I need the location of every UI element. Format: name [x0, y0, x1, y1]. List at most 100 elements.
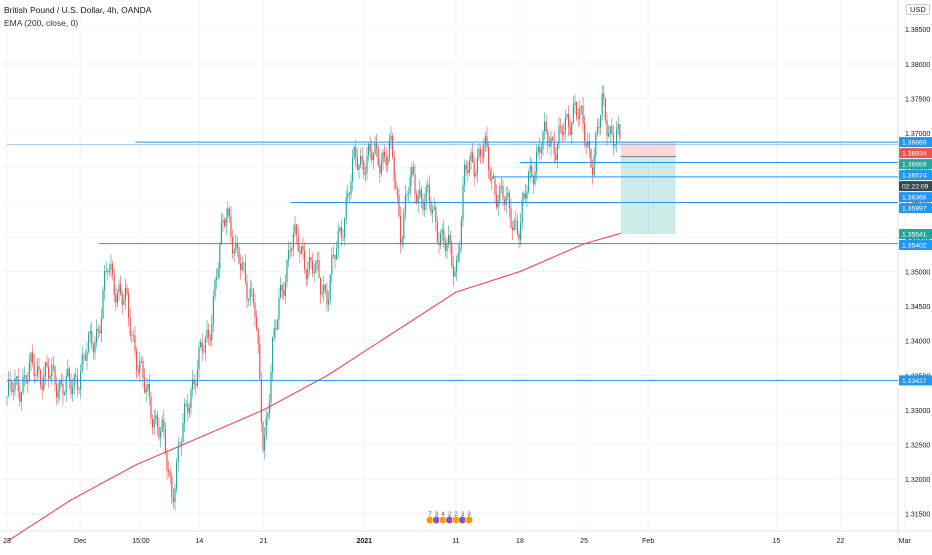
candle-body: [136, 350, 138, 371]
candle-body: [267, 413, 269, 418]
price-tag-label: 1.36834: [902, 151, 927, 158]
x-tick-label: 21: [260, 538, 268, 545]
candle-body: [184, 403, 186, 423]
candle-body: [17, 376, 19, 392]
candle-body: [332, 255, 334, 256]
candle-body: [353, 146, 355, 159]
time-axis[interactable]: 23Dec15:0014212021111825Feb1522Mar81522A…: [3, 538, 932, 545]
stop-loss-zone[interactable]: [620, 142, 676, 157]
candle-body: [56, 384, 58, 398]
candle-body: [62, 384, 64, 396]
price-axis[interactable]: 1.315001.320001.325001.330001.335001.340…: [905, 27, 930, 518]
candle-body: [292, 233, 294, 248]
candle-body: [552, 137, 554, 141]
candle-body: [484, 136, 486, 145]
candle-body: [563, 131, 565, 136]
candle-body: [233, 250, 235, 254]
candle-body: [496, 194, 498, 208]
candle-body: [124, 288, 126, 300]
x-tick-label: 25: [580, 538, 588, 545]
y-tick-label: 1.38500: [905, 27, 930, 34]
candle-body: [608, 133, 610, 137]
x-tick-label: 11: [452, 538, 459, 545]
ema-200-line: [6, 232, 621, 542]
candle-body: [518, 233, 520, 240]
take-profit-zone[interactable]: [620, 156, 676, 235]
candle-body: [30, 352, 32, 363]
candle-body: [476, 156, 478, 174]
candle-body: [270, 371, 272, 403]
candle-body: [305, 268, 307, 280]
candle-body: [123, 299, 125, 305]
indicator-label[interactable]: EMA (200, close, 0): [4, 18, 79, 28]
candle-body: [448, 235, 450, 244]
candle-body: [571, 122, 573, 135]
event-count: 2: [448, 512, 452, 518]
horizontal-lines[interactable]: [7, 141, 898, 381]
candle-body: [516, 220, 518, 234]
candle-body: [536, 151, 538, 172]
candle-body: [350, 181, 352, 195]
candle-body: [89, 331, 91, 335]
candle-body: [451, 244, 453, 267]
candle-body: [612, 133, 614, 146]
candle-body: [52, 365, 54, 367]
candle-body: [107, 271, 109, 272]
candle-body: [102, 289, 104, 319]
price-tag: [899, 240, 932, 251]
candle-body: [401, 238, 403, 245]
candle-body: [363, 161, 365, 175]
candle-body: [92, 344, 94, 353]
candle-body: [414, 174, 416, 195]
candle-body: [528, 172, 530, 192]
candle-body: [40, 370, 42, 386]
short-position-tool[interactable]: [620, 142, 676, 235]
candle-body: [566, 114, 568, 118]
price-tag: [899, 192, 932, 203]
event-count: 7: [428, 512, 432, 518]
candle-body: [427, 184, 429, 187]
price-tag: [899, 375, 932, 386]
candle-body: [321, 292, 323, 295]
candle-body: [280, 284, 282, 298]
candle-body: [361, 155, 363, 162]
candle-body: [464, 164, 466, 186]
candle-body: [67, 368, 69, 377]
candle-body: [176, 461, 178, 489]
candle-body: [286, 259, 288, 283]
candle-body: [553, 140, 555, 155]
candle-body: [97, 328, 99, 331]
candle-body: [195, 383, 197, 386]
event-count: 4: [441, 512, 445, 518]
candle-body: [188, 407, 190, 413]
candle-body: [409, 177, 411, 193]
candle-body: [78, 389, 80, 390]
candle-body: [166, 452, 168, 471]
candle-body: [24, 375, 26, 377]
candle-body: [243, 263, 245, 265]
currency-label[interactable]: USD: [906, 4, 930, 15]
candle-body: [483, 144, 485, 157]
candle-body: [579, 108, 581, 120]
candle-body: [465, 164, 467, 170]
candle-body: [368, 144, 370, 156]
candle-body: [315, 260, 317, 273]
candle-body: [396, 188, 398, 195]
candle-body: [430, 200, 432, 214]
candle-body: [508, 192, 510, 209]
candle-body: [252, 289, 254, 303]
candle-body: [416, 194, 418, 204]
x-tick-label: 15:00: [132, 538, 150, 545]
candle-body: [275, 328, 277, 330]
event-marker[interactable]: [464, 515, 474, 525]
candle-body: [406, 193, 408, 196]
candle-body: [600, 115, 602, 128]
candle-body: [216, 277, 218, 280]
candle-body: [41, 385, 43, 390]
event-count: 3: [467, 512, 471, 518]
symbol-title[interactable]: British Pound / U.S. Dollar, 4h, OANDA: [4, 5, 152, 15]
candle-body: [387, 157, 389, 166]
